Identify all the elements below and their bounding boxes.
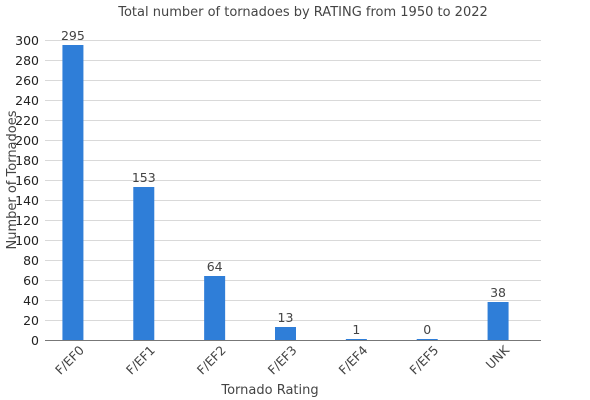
y-tick-label: 20 [23, 313, 39, 328]
bar [487, 302, 509, 340]
y-tick-label: 280 [15, 53, 39, 68]
bar [133, 187, 155, 340]
y-tick-label: 260 [15, 73, 39, 88]
gridlines [45, 40, 541, 321]
y-tick-label: 180 [15, 153, 39, 168]
bar [204, 276, 226, 340]
x-tick-label: F/EF5 [406, 343, 441, 378]
y-tick-label: 40 [23, 293, 39, 308]
x-tick-label: F/EF1 [123, 343, 158, 378]
x-axis-title: Tornado Rating [220, 383, 318, 398]
y-tick-label: 240 [15, 93, 39, 108]
y-tick-label: 220 [15, 113, 39, 128]
x-axis-ticks: F/EF0 F/EF1 F/EF2 F/EF3 F/EF4 F/EF5 UNK [52, 342, 513, 378]
data-label: 13 [278, 310, 294, 325]
bar [416, 339, 438, 340]
bar [62, 45, 84, 340]
bar [345, 339, 367, 340]
data-labels: 295 153 64 13 1 0 38 [61, 28, 506, 337]
y-tick-label: 200 [15, 133, 39, 148]
y-tick-label: 80 [23, 253, 39, 268]
y-tick-label: 160 [15, 173, 39, 188]
y-tick-label: 60 [23, 273, 39, 288]
x-tick-label: F/EF4 [336, 342, 371, 377]
data-label: 38 [490, 285, 506, 300]
x-tick-label: F/EF0 [52, 342, 87, 377]
x-tick-label: F/EF3 [265, 343, 300, 378]
y-tick-label: 120 [15, 213, 39, 228]
data-label: 0 [423, 322, 431, 337]
data-label: 1 [352, 322, 360, 337]
bars [62, 45, 509, 340]
y-axis-title: Number of Tornadoes [5, 110, 20, 249]
y-tick-label: 100 [15, 233, 39, 248]
chart-title: Total number of tornadoes by RATING from… [117, 5, 488, 20]
y-axis-ticks: 0 20 40 60 80 100 120 140 160 180 200 220 240 260 280 3… [15, 33, 39, 348]
y-tick-label: 0 [31, 333, 39, 348]
data-label: 295 [61, 28, 85, 43]
data-label: 153 [132, 170, 156, 185]
y-tick-label: 140 [15, 193, 39, 208]
bar [275, 327, 296, 340]
data-label: 64 [207, 259, 223, 274]
x-tick-label: F/EF2 [194, 343, 229, 378]
x-tick-label: UNK [483, 342, 513, 372]
y-tick-label: 300 [15, 33, 39, 48]
